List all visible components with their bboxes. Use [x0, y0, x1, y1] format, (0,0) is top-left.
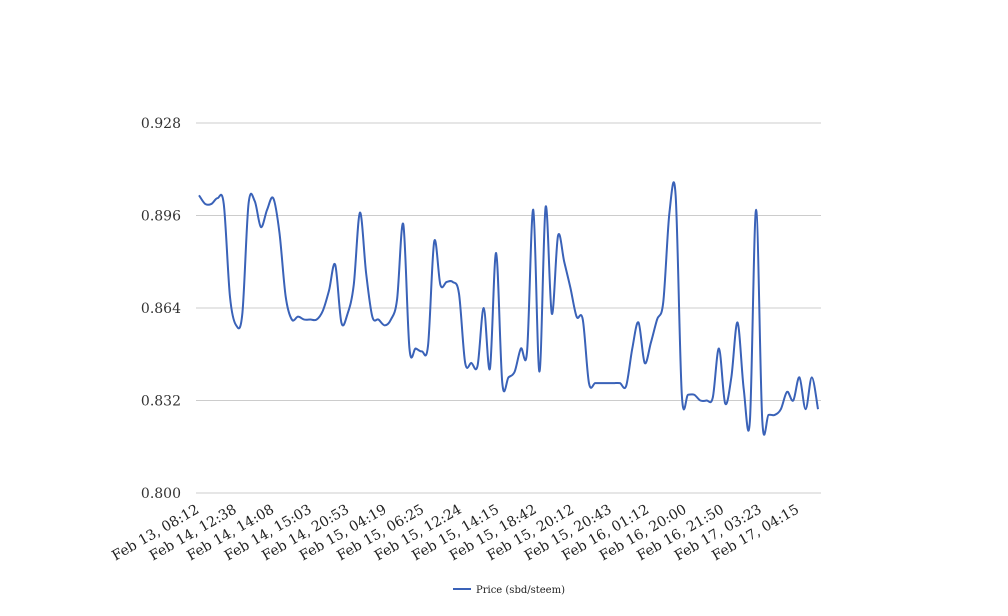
y-axis-ticks: 0.800 0.832 0.864 0.896 0.928 [141, 116, 181, 502]
y-tick-label: 0.928 [141, 116, 181, 132]
y-tick-label: 0.864 [141, 301, 181, 317]
legend[interactable]: Price (sbd/steem) [453, 585, 565, 596]
legend-label: Price (sbd/steem) [476, 585, 565, 596]
series-layer [198, 181, 819, 436]
y-tick-label: 0.832 [141, 394, 181, 410]
y-tick-label: 0.800 [141, 486, 181, 502]
series-line[interactable] [198, 181, 819, 436]
y-tick-label: 0.896 [141, 209, 181, 225]
gridlines [196, 122, 821, 494]
